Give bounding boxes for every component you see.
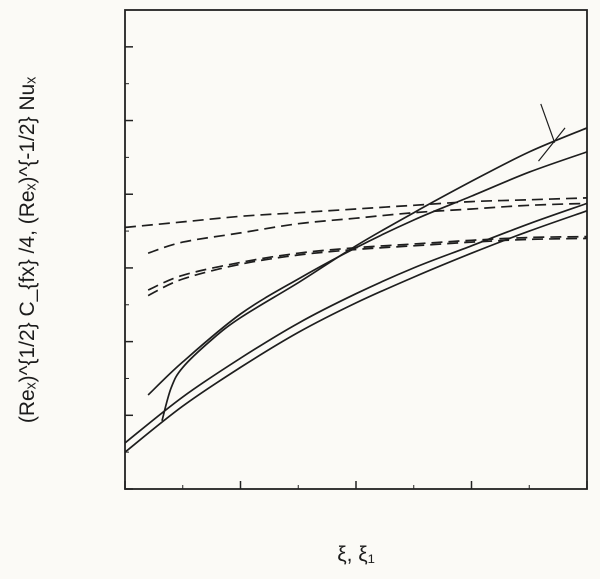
series-iii-friction-line: [161, 127, 587, 422]
series-iv-friction-line: [147, 151, 587, 396]
series-iv-nusselt-line: [147, 202, 587, 255]
data-curves: [125, 127, 587, 453]
axis-ticks: [124, 9, 588, 490]
pointer-lines: [538, 103, 566, 162]
y-axis-title: (Reₓ)^{1/2} C_{fx} /4, (Reₓ)^{-1/2} Nuₓ: [16, 77, 39, 423]
label-pointer-iv: [538, 127, 566, 162]
series-i-nusselt-line: [147, 237, 587, 297]
x-axis-title: ξ, ξ₁: [337, 543, 375, 566]
series-ii-nusselt-line: [125, 197, 587, 229]
series-ii-friction-line: [125, 202, 587, 444]
series-iii-nusselt-line: [147, 235, 587, 291]
label-pointer-iii: [540, 103, 556, 143]
